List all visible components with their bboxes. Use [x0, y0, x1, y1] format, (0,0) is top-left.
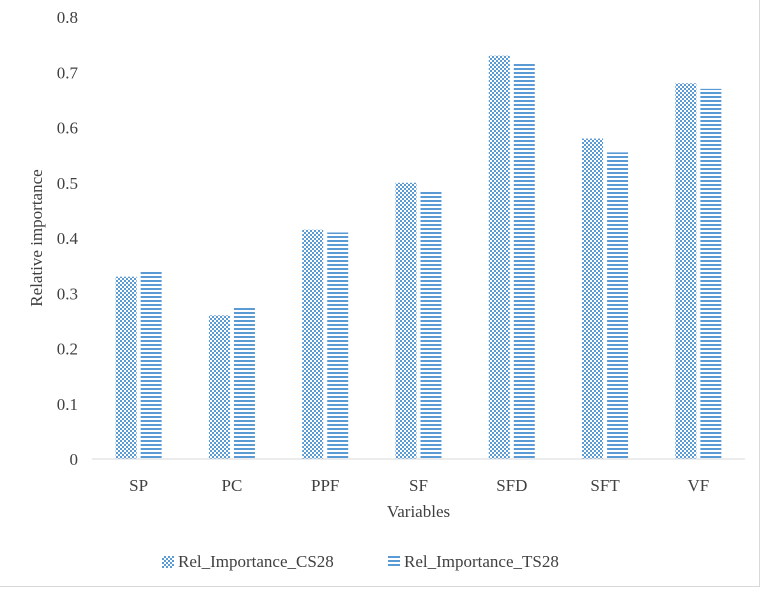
x-tick-label: SFD	[496, 476, 527, 495]
bar-sfd-series-2	[513, 63, 535, 460]
y-tick-label: 0.2	[57, 340, 78, 359]
bar-sf-series-1	[395, 182, 417, 459]
y-tick-label: 0.8	[57, 8, 78, 27]
legend-swatch-2	[388, 556, 400, 568]
x-tick-label: VF	[687, 476, 709, 495]
x-tick-label: SFT	[590, 476, 620, 495]
bar-vf-series-2	[700, 88, 722, 459]
x-tick-label: SF	[409, 476, 428, 495]
bar-vf-series-1	[675, 83, 697, 460]
bar-sp-series-2	[140, 271, 162, 459]
bar-sf-series-2	[420, 191, 442, 459]
bar-sp-series-1	[115, 276, 137, 459]
bar-ppf-series-1	[302, 229, 324, 459]
bar-pc-series-1	[208, 315, 230, 459]
x-axis-ticks: SP PC PPF SF SFD SFT VF	[129, 476, 709, 495]
y-tick-label: 0	[70, 450, 79, 469]
y-tick-label: 0.3	[57, 284, 78, 303]
y-tick-label: 0.5	[57, 174, 78, 193]
bar-sft-series-1	[582, 138, 604, 460]
y-tick-label: 0.6	[57, 119, 78, 138]
bar-pc-series-2	[233, 307, 255, 459]
y-tick-label: 0.4	[57, 229, 79, 248]
y-tick-label: 0.7	[57, 63, 79, 82]
y-tick-label: 0.1	[57, 395, 78, 414]
bar-sfd-series-1	[488, 55, 510, 460]
bar-ppf-series-2	[327, 232, 349, 459]
y-axis-ticks: 0 0.1 0.2 0.3 0.4 0.5 0.6 0.7 0.8	[57, 8, 79, 469]
legend-swatch-1	[162, 556, 174, 568]
legend-label-2: Rel_Importance_TS28	[404, 552, 559, 571]
x-tick-label: SP	[129, 476, 148, 495]
bars-group	[115, 55, 722, 460]
y-axis-label: Relative importance	[27, 169, 46, 306]
x-tick-label: PPF	[311, 476, 339, 495]
legend: Rel_Importance_CS28 Rel_Importance_TS28	[162, 552, 559, 571]
x-tick-label: PC	[222, 476, 243, 495]
legend-label-1: Rel_Importance_CS28	[178, 552, 334, 571]
bar-sft-series-2	[607, 152, 629, 460]
x-axis-label: Variables	[387, 502, 450, 521]
